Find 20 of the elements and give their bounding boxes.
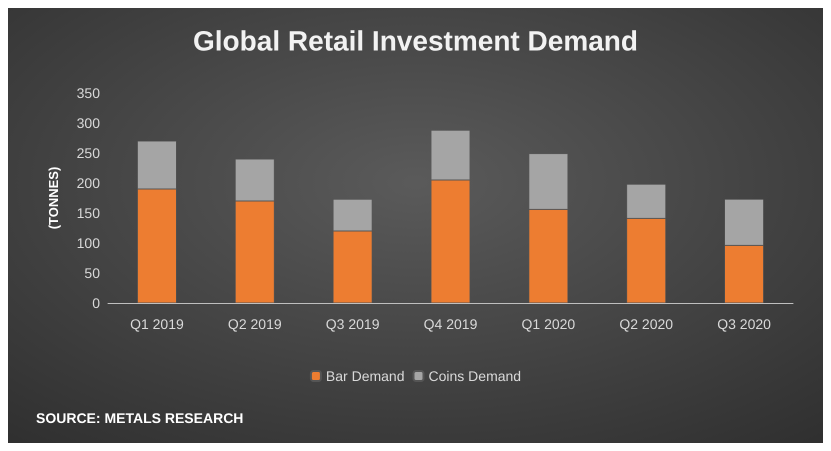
x-tick-label: Q2 2020 (619, 316, 674, 332)
source-note: SOURCE: METALS RESEARCH (36, 410, 244, 426)
y-tick-label: 350 (76, 85, 100, 101)
y-tick-label: 250 (76, 145, 100, 161)
x-tick-label: Q4 2019 (424, 316, 478, 332)
y-tick-label: 0 (92, 295, 100, 311)
y-tick-label: 200 (76, 175, 100, 191)
x-tick-label: Q1 2020 (522, 316, 576, 332)
legend-label: Bar Demand (326, 368, 404, 384)
y-tick-label: 50 (84, 265, 100, 281)
legend-label: Coins Demand (428, 368, 522, 384)
y-tick-label: 100 (76, 235, 100, 251)
x-tick-label: Q1 2019 (130, 316, 184, 332)
y-tick-label: 150 (76, 205, 100, 221)
x-tick-label: Q3 2019 (326, 316, 380, 332)
x-tick-label: Q2 2019 (228, 316, 282, 332)
x-tick-label: Q3 2020 (717, 316, 772, 332)
y-axis-title: (TONNES) (46, 166, 61, 230)
y-tick-label: 300 (76, 115, 100, 131)
chart-title: Global Retail Investment Demand (193, 26, 638, 56)
